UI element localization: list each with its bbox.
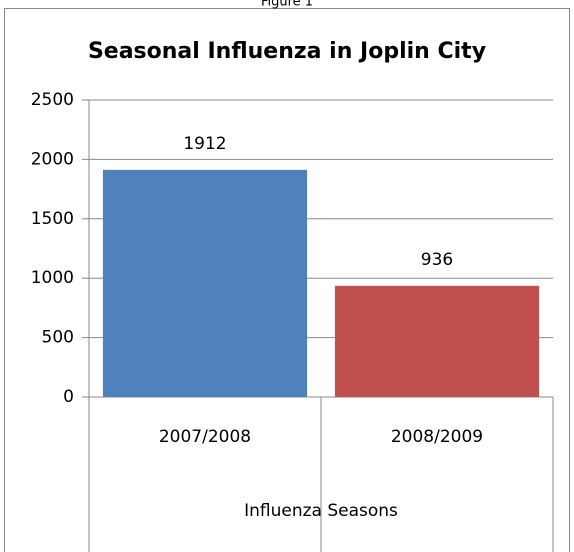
y-tick-label: 1500 bbox=[31, 209, 74, 229]
y-tick-label: 1000 bbox=[31, 268, 74, 288]
data-label: 1912 bbox=[183, 134, 226, 154]
bar bbox=[334, 285, 540, 397]
y-tick-label: 2000 bbox=[31, 149, 74, 169]
y-tick-label: 500 bbox=[42, 328, 74, 348]
x-tick-label: 2008/2009 bbox=[391, 427, 483, 447]
chart-border bbox=[4, 8, 570, 552]
bar bbox=[102, 169, 308, 397]
y-tick-label: 2500 bbox=[31, 90, 74, 110]
data-label: 936 bbox=[421, 250, 453, 270]
x-tick-label: 2007/2008 bbox=[159, 427, 251, 447]
chart-title: Seasonal Influenza in Joplin City bbox=[88, 39, 486, 64]
figure-caption: Figure 1 bbox=[261, 0, 313, 10]
y-tick-label: 0 bbox=[63, 387, 74, 407]
